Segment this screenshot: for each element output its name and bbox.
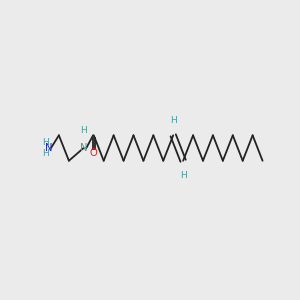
Text: H: H xyxy=(42,149,49,158)
Text: H: H xyxy=(180,171,187,180)
Text: N: N xyxy=(45,143,52,153)
Text: N: N xyxy=(80,143,87,153)
Text: O: O xyxy=(90,148,98,158)
Text: H: H xyxy=(170,116,177,125)
Text: H: H xyxy=(80,126,87,135)
Text: H: H xyxy=(42,138,49,147)
